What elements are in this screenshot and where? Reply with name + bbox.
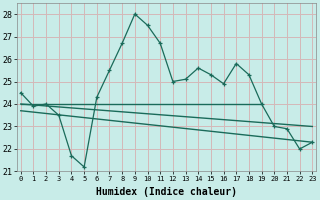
- X-axis label: Humidex (Indice chaleur): Humidex (Indice chaleur): [96, 187, 237, 197]
